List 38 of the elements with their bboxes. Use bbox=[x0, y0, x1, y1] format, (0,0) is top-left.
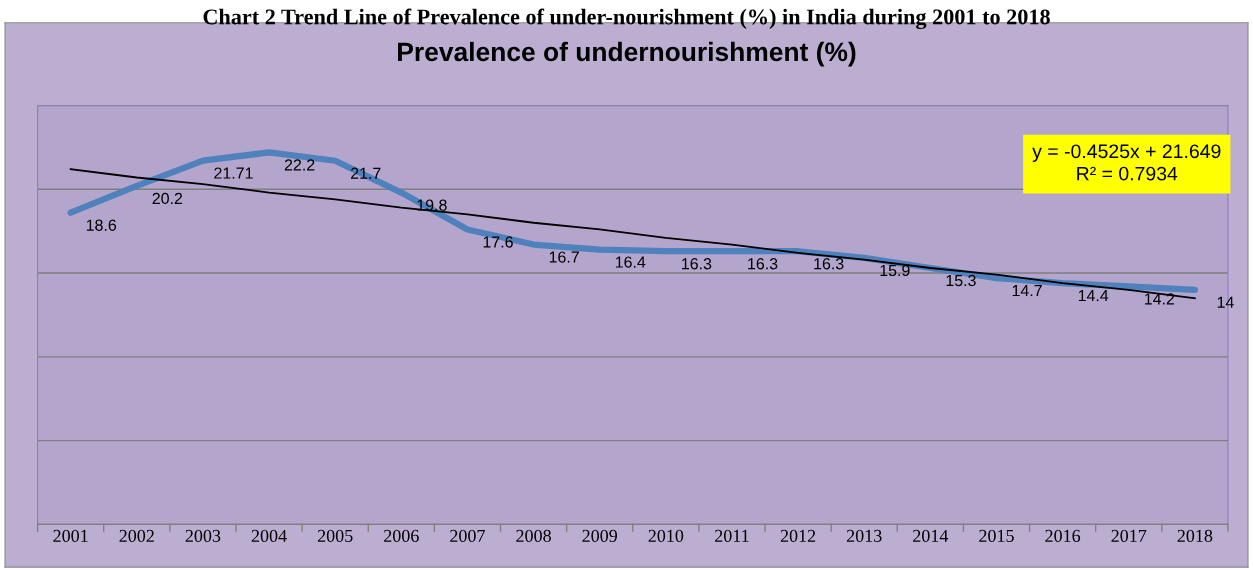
data-label: 15.9 bbox=[880, 264, 910, 277]
x-tick-label: 2011 bbox=[715, 529, 749, 542]
data-label: 21.71 bbox=[214, 167, 253, 179]
data-label: 14.7 bbox=[1012, 285, 1042, 297]
x-tick-label: 2013 bbox=[846, 529, 882, 542]
x-tick-label: 2007 bbox=[450, 529, 485, 542]
data-label: 21.7 bbox=[350, 167, 381, 179]
x-tick-label: 2002 bbox=[119, 529, 154, 542]
annotation: y = -0.4525x + 21.649 R² = 0.7934 bbox=[1032, 144, 1221, 181]
x-tick-label: 2004 bbox=[251, 529, 287, 542]
caption: Chart 2 Trend Line of Prevalence of under-nourishment (%) in India during 2001 to 2018 bbox=[203, 8, 1050, 30]
x-tick-label: 2018 bbox=[1177, 529, 1213, 542]
data-label: 16.3 bbox=[682, 258, 712, 270]
data-label: 16.3 bbox=[748, 258, 778, 270]
x-tick-label: 2001 bbox=[53, 529, 88, 542]
x-tick-label: 2009 bbox=[582, 529, 618, 542]
data-label: 15.3 bbox=[946, 274, 976, 287]
x-tick-label: 2014 bbox=[913, 529, 949, 542]
x-tick-label: 2017 bbox=[1111, 529, 1147, 542]
x-tick-label: 2010 bbox=[648, 529, 684, 542]
data-label: 14.2 bbox=[1144, 293, 1175, 305]
data-label: 16.7 bbox=[549, 251, 579, 263]
data-label: 16.4 bbox=[615, 256, 646, 268]
data-label: 16.3 bbox=[814, 258, 844, 270]
data-label: 17.6 bbox=[483, 236, 513, 248]
data-label: 18.6 bbox=[86, 219, 117, 231]
x-tick-label: 2012 bbox=[780, 529, 816, 542]
data-label: 14 bbox=[1217, 296, 1234, 308]
x-tick-label: 2016 bbox=[1045, 529, 1081, 542]
x-tick-label: 2003 bbox=[185, 529, 221, 542]
data-label: 14.4 bbox=[1078, 290, 1109, 302]
chart-title: Prevalence of undernourishment (%) bbox=[398, 41, 856, 67]
x-tick-label: 2015 bbox=[979, 529, 1014, 542]
data-label: 22.2 bbox=[284, 159, 315, 171]
x-tick-label: 2006 bbox=[384, 529, 419, 542]
x-tick-label: 2005 bbox=[317, 529, 353, 542]
x-tick-label: 2008 bbox=[516, 529, 551, 542]
data-label: 20.2 bbox=[152, 192, 183, 205]
